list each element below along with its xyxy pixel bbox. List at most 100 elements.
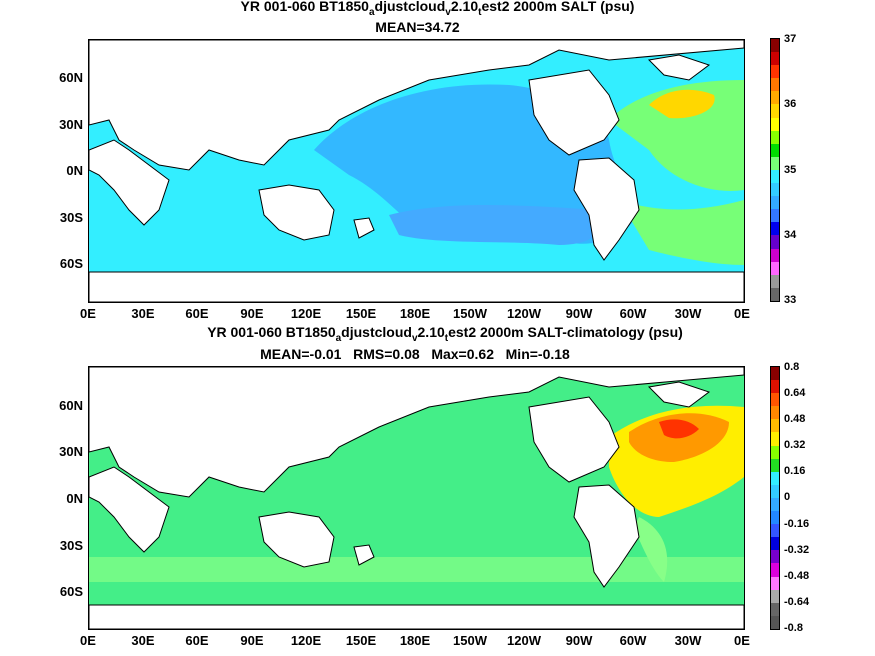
colorbar-swatch	[771, 274, 779, 288]
top-cbar-label: 34	[784, 229, 797, 241]
bottom-cbar-label: -0.64	[784, 596, 810, 608]
colorbar-swatch	[771, 497, 779, 512]
colorbar-swatch	[771, 209, 779, 223]
top-lon-label: 120W	[507, 306, 541, 321]
bottom-colorbar	[770, 366, 780, 630]
colorbar-swatch	[771, 156, 779, 170]
colorbar-swatch	[771, 576, 779, 590]
colorbar-swatch	[771, 563, 779, 577]
top-cbar-label: 35	[784, 164, 797, 176]
colorbar-swatch	[771, 248, 779, 262]
top-lon-label: 0E	[734, 306, 750, 321]
bottom-lat-label: 30S	[59, 538, 83, 553]
top-colorbar	[770, 38, 780, 302]
top-cbar-label: 37	[784, 33, 797, 45]
bottom-cbar-label: 0.48	[784, 413, 806, 425]
top-lon-label: 30W	[674, 306, 702, 321]
top-lon-label: 30E	[131, 306, 155, 321]
colorbar-swatch	[771, 143, 779, 157]
top-lon-label: 90E	[240, 306, 264, 321]
bottom-cbar-label: 0.8	[784, 361, 800, 373]
bottom-lat-label: 60N	[59, 398, 83, 413]
colorbar-swatch	[771, 406, 779, 420]
bottom-map-panel	[88, 366, 745, 630]
top-lon-label: 180E	[399, 306, 431, 321]
bottom-lon-label: 180E	[399, 633, 431, 648]
colorbar-swatch	[771, 393, 779, 407]
top-lon-label: 90W	[565, 306, 593, 321]
bottom-cbar-label: 0.64	[784, 387, 806, 399]
bottom-title: YR 001-060 BT1850adjustcloudv2.10test2 2…	[207, 324, 683, 344]
colorbar-swatch	[771, 367, 779, 381]
bottom-lat-label: 60S	[59, 584, 83, 599]
bottom-lon-label: 60E	[185, 633, 209, 648]
colorbar-swatch	[771, 91, 779, 105]
colorbar-swatch	[771, 169, 779, 184]
top-title: YR 001-060 BT1850adjustcloudv2.10test2 2…	[240, 0, 635, 18]
colorbar-swatch	[771, 235, 779, 249]
colorbar-swatch	[771, 602, 779, 616]
colorbar-swatch	[771, 39, 779, 53]
bottom-lat-label: 30N	[59, 444, 83, 459]
top-cbar-label: 33	[784, 294, 797, 306]
colorbar-swatch	[771, 550, 779, 564]
colorbar-swatch	[771, 52, 779, 66]
colorbar-swatch	[771, 117, 779, 131]
bottom-anomaly-map	[89, 367, 744, 629]
bottom-lon-label: 60W	[619, 633, 647, 648]
colorbar-swatch	[771, 458, 779, 472]
top-lat-label: 0N	[66, 163, 83, 178]
colorbar-swatch	[771, 615, 779, 629]
bottom-cbar-label: 0.16	[784, 465, 806, 477]
colorbar-swatch	[771, 287, 779, 301]
colorbar-swatch	[771, 471, 779, 485]
colorbar-swatch	[771, 183, 779, 197]
colorbar-swatch	[771, 419, 779, 433]
colorbar-swatch	[771, 445, 779, 459]
bottom-lon-label: 0E	[80, 633, 96, 648]
top-lon-label: 0E	[80, 306, 96, 321]
bottom-cbar-label: 0	[784, 491, 791, 503]
colorbar-swatch	[771, 589, 779, 603]
colorbar-swatch	[771, 65, 779, 79]
colorbar-swatch	[771, 484, 779, 498]
top-lat-label: 60N	[59, 70, 83, 85]
colorbar-swatch	[771, 537, 779, 551]
top-lon-label: 60E	[185, 306, 209, 321]
top-subtitle: MEAN=34.72	[375, 19, 460, 35]
top-lon-label: 150W	[453, 306, 487, 321]
colorbar-swatch	[771, 78, 779, 92]
bottom-lon-label: 30E	[131, 633, 155, 648]
bottom-lon-label: 120W	[507, 633, 541, 648]
bottom-cbar-label: -0.8	[784, 622, 803, 634]
bottom-cbar-label: -0.48	[784, 570, 810, 582]
top-cbar-label: 36	[784, 98, 797, 110]
bottom-cbar-label: -0.16	[784, 518, 810, 530]
colorbar-swatch	[771, 196, 779, 210]
bottom-lon-label: 90W	[565, 633, 593, 648]
colorbar-swatch	[771, 524, 779, 538]
colorbar-swatch	[771, 104, 779, 118]
top-lon-label: 60W	[619, 306, 647, 321]
top-lon-label: 120E	[290, 306, 322, 321]
bottom-lat-label: 0N	[66, 491, 83, 506]
bottom-lon-label: 120E	[290, 633, 322, 648]
top-salinity-map	[89, 40, 744, 302]
top-lon-label: 150E	[345, 306, 377, 321]
bottom-subtitle: MEAN=-0.01 RMS=0.08 Max=0.62 Min=-0.18	[260, 346, 570, 362]
colorbar-swatch	[771, 432, 779, 446]
top-lat-label: 60S	[59, 256, 83, 271]
bottom-lon-label: 90E	[240, 633, 264, 648]
colorbar-swatch	[771, 261, 779, 275]
bottom-cbar-label: 0.32	[784, 439, 806, 451]
top-lat-label: 30N	[59, 117, 83, 132]
bottom-lon-label: 30W	[674, 633, 702, 648]
top-map-panel	[88, 39, 745, 303]
colorbar-swatch	[771, 130, 779, 144]
top-lat-label: 30S	[59, 210, 83, 225]
colorbar-swatch	[771, 511, 779, 525]
colorbar-swatch	[771, 380, 779, 394]
bottom-lon-label: 0E	[734, 633, 750, 648]
bottom-lon-label: 150W	[453, 633, 487, 648]
bottom-cbar-label: -0.32	[784, 544, 810, 556]
